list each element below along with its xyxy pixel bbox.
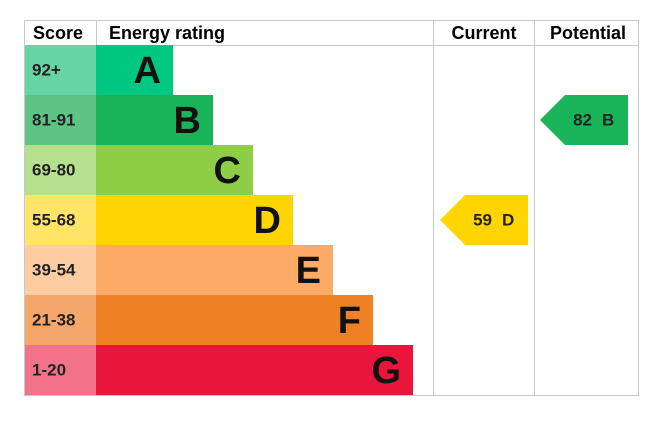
score-label: 55-68 xyxy=(32,211,75,230)
current-value: 59 xyxy=(473,211,492,230)
score-label: 1-20 xyxy=(32,361,66,380)
score-cell xyxy=(25,245,96,295)
header-score: Score xyxy=(33,23,83,43)
score-label: 81-91 xyxy=(32,111,75,130)
potential-letter: B xyxy=(602,111,614,130)
score-label: 92+ xyxy=(32,61,61,80)
rating-letter: G xyxy=(371,350,401,392)
score-cell xyxy=(25,295,96,345)
score-cell xyxy=(25,45,96,95)
rating-bar xyxy=(96,295,373,345)
rating-bar xyxy=(96,245,333,295)
header-current: Current xyxy=(451,23,516,43)
potential-value: 82 xyxy=(573,111,592,130)
rating-letter: E xyxy=(296,250,321,292)
score-label: 69-80 xyxy=(32,161,75,180)
score-cell xyxy=(25,195,96,245)
potential-arrow xyxy=(540,95,628,145)
score-cell xyxy=(25,95,96,145)
rating-letter: D xyxy=(254,200,281,242)
score-label: 39-54 xyxy=(32,261,76,280)
rating-bar xyxy=(96,45,173,95)
rating-letter: B xyxy=(174,100,201,142)
rating-letter: C xyxy=(214,150,241,192)
frame xyxy=(24,20,639,396)
rating-bar xyxy=(96,95,213,145)
header-potential: Potential xyxy=(550,23,626,43)
current-arrow xyxy=(440,195,528,245)
rating-letter: F xyxy=(338,300,361,342)
rating-bar xyxy=(96,145,253,195)
rating-bar xyxy=(96,195,293,245)
score-label: 21-38 xyxy=(32,311,75,330)
current-letter: D xyxy=(502,211,514,230)
header-rating: Energy rating xyxy=(109,23,225,43)
score-cell xyxy=(25,145,96,195)
rating-bar xyxy=(96,345,413,395)
score-cell xyxy=(25,345,96,395)
rating-letter: A xyxy=(134,50,161,92)
